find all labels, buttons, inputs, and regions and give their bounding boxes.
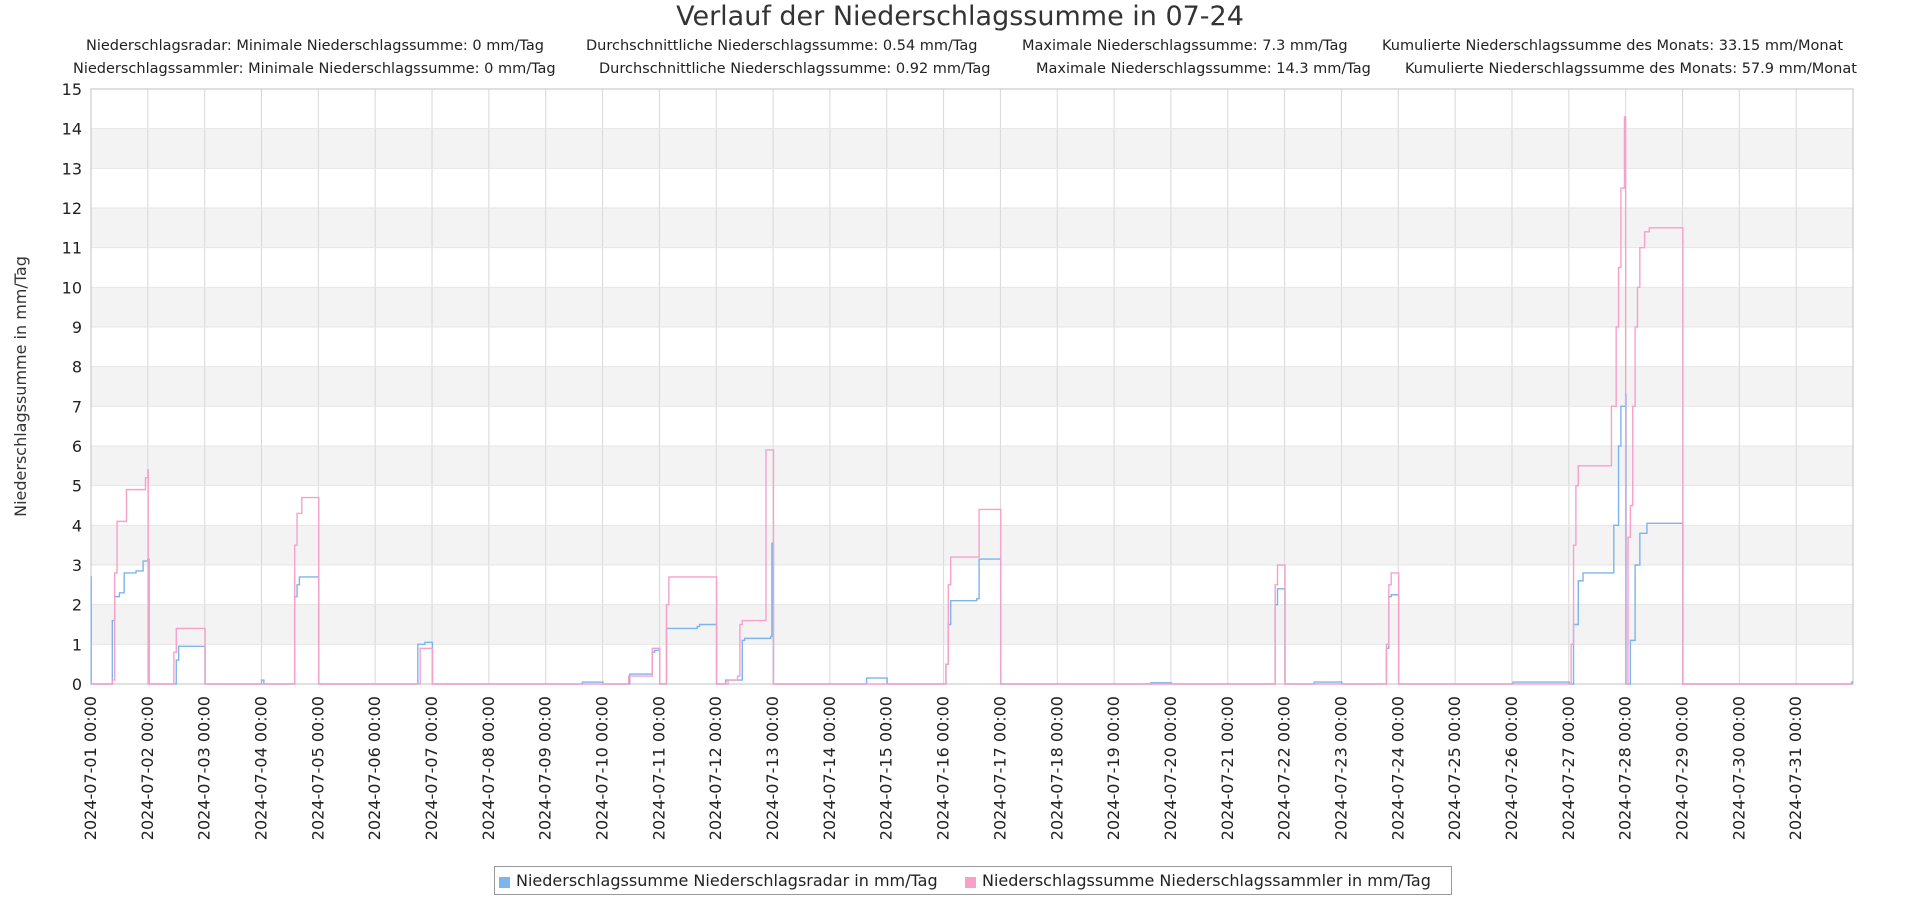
legend-label-radar: Niederschlagssumme Niederschlagsradar in… — [516, 871, 938, 890]
x-tick-label: 2024-07-28 00:00 — [1616, 696, 1635, 840]
stat-radar-sum: Kumulierte Niederschlagssumme des Monats… — [1382, 38, 1844, 54]
legend-swatch-sammler — [965, 876, 976, 888]
y-axis-label: Niederschlagssumme in mm/Tag — [11, 256, 30, 517]
legend-item-sammler[interactable]: Niederschlagssumme Niederschlagssammler … — [965, 871, 1431, 890]
x-tick-label: 2024-07-17 00:00 — [990, 696, 1009, 840]
x-tick-label: 2024-07-26 00:00 — [1502, 696, 1521, 840]
y-tick-label: 15 — [62, 80, 82, 99]
plot-band — [91, 287, 1853, 327]
x-tick-label: 2024-07-25 00:00 — [1445, 696, 1464, 840]
y-tick-label: 4 — [72, 516, 82, 535]
y-tick-label: 2 — [72, 596, 82, 615]
y-tick-label: 8 — [72, 358, 82, 377]
y-tick-label: 6 — [72, 437, 82, 456]
plot-band — [91, 208, 1853, 248]
plot-band — [91, 604, 1853, 645]
x-tick-label: 2024-07-31 00:00 — [1786, 696, 1805, 840]
x-tick-label: 2024-07-20 00:00 — [1161, 696, 1180, 840]
y-tick-label: 7 — [72, 397, 82, 416]
y-tick-label: 13 — [62, 159, 82, 178]
x-tick-label: 2024-07-11 00:00 — [649, 696, 668, 840]
stat-sammler-min: Niederschlagssammler: Minimale Niedersch… — [73, 61, 556, 77]
x-tick-label: 2024-07-27 00:00 — [1559, 696, 1578, 840]
stat-sammler-avg: Durchschnittliche Niederschlagssumme: 0.… — [599, 61, 991, 77]
x-tick-label: 2024-07-06 00:00 — [365, 696, 384, 840]
plot-band — [91, 128, 1853, 169]
x-tick-label: 2024-07-13 00:00 — [763, 696, 782, 840]
x-tick-label: 2024-07-01 00:00 — [81, 696, 100, 840]
plot-band — [91, 366, 1853, 407]
x-tick-label: 2024-07-16 00:00 — [934, 696, 953, 840]
series-layer — [90, 116, 1853, 685]
legend-swatch-radar — [499, 876, 510, 888]
stat-radar-avg: Durchschnittliche Niederschlagssumme: 0.… — [586, 38, 978, 54]
x-tick-label: 2024-07-24 00:00 — [1388, 696, 1407, 840]
x-tick-label: 2024-07-10 00:00 — [593, 696, 612, 840]
x-tick-label: 2024-07-21 00:00 — [1218, 696, 1237, 840]
x-tick-label: 2024-07-23 00:00 — [1331, 696, 1350, 840]
y-tick-label: 9 — [72, 318, 82, 337]
x-tick-label: 2024-07-09 00:00 — [536, 696, 555, 840]
series-line-sammler — [91, 116, 1853, 685]
y-tick-label: 0 — [72, 675, 82, 694]
plot-bands — [91, 128, 1853, 645]
y-tick-label: 3 — [72, 556, 82, 575]
chart-title: Verlauf der Niederschlagssumme in 07-24 — [676, 1, 1244, 32]
x-tick-label: 2024-07-07 00:00 — [422, 696, 441, 840]
x-tick-label: 2024-07-14 00:00 — [820, 696, 839, 840]
plot-band — [91, 446, 1853, 486]
y-tick-label: 14 — [62, 120, 82, 139]
y-tick-label: 12 — [62, 199, 82, 218]
y-tick-label: 5 — [72, 477, 82, 496]
stat-radar-min: Niederschlagsradar: Minimale Niederschla… — [86, 38, 544, 54]
x-tick-label: 2024-07-15 00:00 — [877, 696, 896, 840]
x-tick-label: 2024-07-12 00:00 — [706, 696, 725, 840]
x-tick-label: 2024-07-30 00:00 — [1729, 696, 1748, 840]
x-tick-label: 2024-07-03 00:00 — [195, 696, 214, 840]
x-tick-label: 2024-07-19 00:00 — [1104, 696, 1123, 840]
y-tick-label: 10 — [62, 278, 82, 297]
x-tick-label: 2024-07-04 00:00 — [252, 696, 271, 840]
stat-sammler-max: Maximale Niederschlagssumme: 14.3 mm/Tag — [1036, 61, 1371, 77]
x-tick-label: 2024-07-02 00:00 — [138, 696, 157, 840]
x-tick-label: 2024-07-08 00:00 — [479, 696, 498, 840]
x-tick-label: 2024-07-05 00:00 — [308, 696, 327, 840]
x-tick-label: 2024-07-18 00:00 — [1047, 696, 1066, 840]
stat-sammler-sum: Kumulierte Niederschlagssumme des Monats… — [1405, 61, 1857, 77]
x-axis-ticks: 2024-07-01 00:00 2024-07-02 00:00 2024-07-… — [81, 696, 1805, 840]
plot-border — [90, 88, 1854, 685]
stat-radar-max: Maximale Niederschlagssumme: 7.3 mm/Tag — [1022, 38, 1348, 54]
legend-label-sammler: Niederschlagssumme Niederschlagssammler … — [982, 871, 1431, 890]
x-tick-label: 2024-07-22 00:00 — [1275, 696, 1294, 840]
y-tick-label: 1 — [72, 635, 82, 654]
x-tick-label: 2024-07-29 00:00 — [1672, 696, 1691, 840]
y-tick-label: 11 — [62, 239, 82, 258]
plot-band — [91, 525, 1853, 565]
legend: Niederschlagssumme Niederschlagsradar in… — [494, 866, 1452, 895]
legend-item-radar[interactable]: Niederschlagssumme Niederschlagsradar in… — [499, 871, 938, 890]
